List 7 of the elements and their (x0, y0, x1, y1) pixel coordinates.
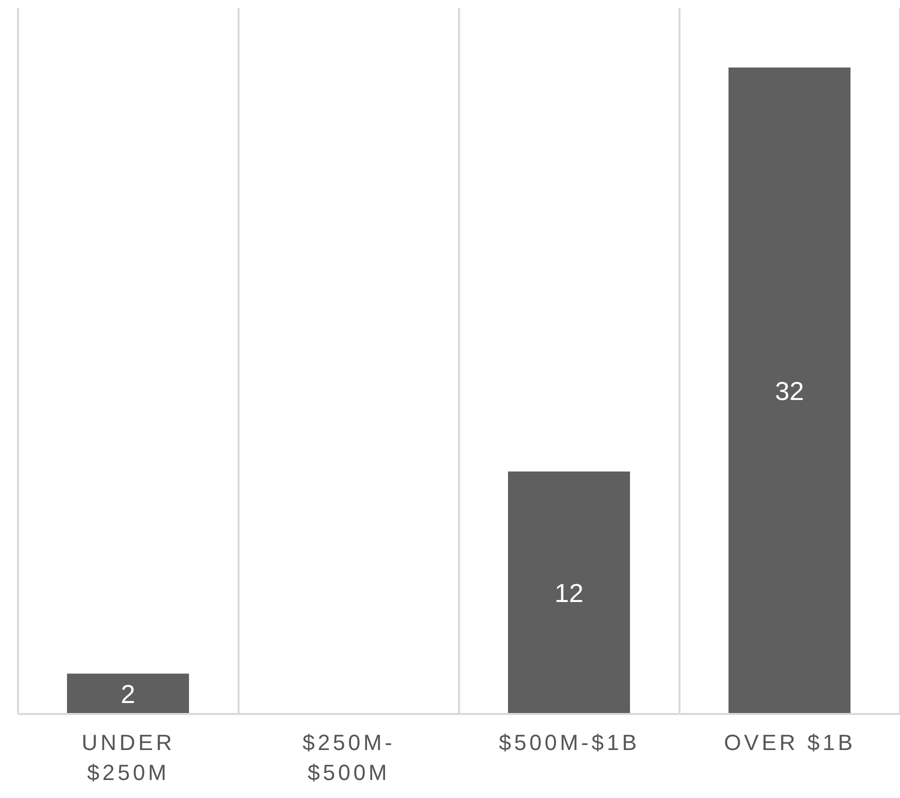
data-label: 32 (775, 376, 804, 406)
x-tick-label: $500M-$1B (498, 730, 640, 755)
x-tick-label: OVER $1B (724, 730, 856, 755)
data-label: 12 (554, 578, 584, 608)
x-tick-label: $250M-$500M (302, 730, 396, 785)
x-tick-label: UNDER $250M (82, 730, 175, 785)
data-label: 2 (120, 679, 136, 710)
